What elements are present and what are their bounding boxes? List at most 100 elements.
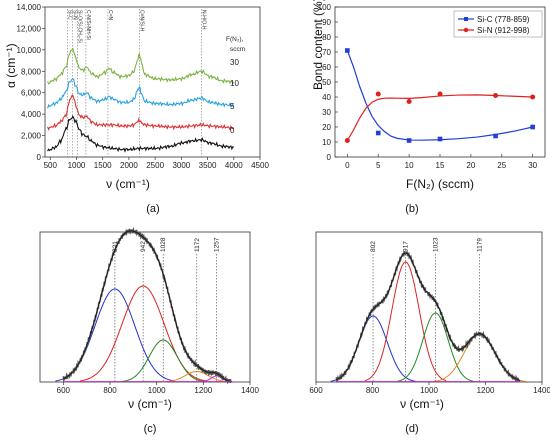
panel-a-xtick-label: 2500 [146,161,164,170]
panel-a-series-label: 10 [230,79,239,88]
panel-a-ytick-label: 0 [37,153,42,162]
panel-b-xtick-label: 0 [345,161,350,170]
deconv-component [364,261,447,382]
panel-a-series-line [47,47,235,85]
panel-b-point-circle [493,93,499,98]
panel-b-ytick-label: 80 [322,33,331,42]
panel-b-ytick-label: 40 [322,93,331,102]
panel-b-xtick-label: 20 [466,161,475,170]
panel-a-ytick-label: 4,000 [21,110,42,119]
panel-b-ytick-label: 0 [327,153,332,162]
panel-b-ytick-label: 70 [322,48,331,57]
deconv-xtick-label: 1400 [533,386,550,395]
panel-b-legend-marker [463,27,469,33]
panel-b-xtick-label: 10 [405,161,414,170]
panel-b-xtick-label: 5 [376,161,381,170]
panel-c-tag: (c) [144,423,157,435]
panel-d-tag: (d) [405,423,418,435]
deconv-fit [336,252,521,381]
panel-b-ytick-label: 100 [318,3,332,12]
panel-a-ytick-label: 14,000 [17,3,42,12]
panel-b-ylabel: Bond content (%) [311,0,325,90]
deconv-xtick-label: 1000 [148,386,166,395]
panel-b-point-square [406,138,412,143]
panel-a-xtick-label: 4000 [225,161,243,170]
panel-a: Si-CSi-N Si-O/Si-CH₂-Si C-N/Si-NH-Si C=N C≡N… [4,3,269,215]
deconv-xtick-label: 800 [103,386,117,395]
deconv-fit [63,230,232,383]
panel-a-peak-label: Si-O/Si-CH₂-Si [77,10,83,43]
panel-a-ytick-label: 2,000 [21,132,42,141]
panel-a-xtick-label: 3500 [199,161,217,170]
panel-b-legend-marker [464,17,468,21]
panel-b-ytick-label: 50 [322,78,331,87]
panel-a-series-label: 0 [230,126,235,135]
panel-b-point-square [345,48,350,53]
panel-a-peak-label: Si-N [71,10,77,20]
panel-a-series-label: 5 [230,102,235,111]
panel-a-peak-label: C≡N/Si-H [138,10,144,32]
deconv-component [121,339,206,383]
panel-b-legend-box [453,10,543,38]
panel-b-xtick-label: 25 [497,161,506,170]
panel-b-legend-label: Si-N (912-998) [477,26,530,35]
panel-a-xtick-label: 1500 [94,161,112,170]
panel-b-point-square [530,124,535,130]
panel-b-xlabel: F(N₂) (sccm) [406,177,474,191]
deconv-peak-label: 802 [370,241,377,252]
panel-b-ytick-label: 20 [322,123,331,132]
panel-a-legend-title: F(N₂), [226,36,244,43]
panel-c-xlabel: ν (cm⁻¹) [128,397,172,411]
panel-b-fit-curve [346,94,533,141]
panel-b-ytick-label: 60 [322,63,331,72]
panel-b-ytick-label: 30 [322,108,331,117]
panel-a-ylabel: α (cm⁻¹) [4,43,18,88]
deconv-component [397,312,474,382]
panel-a-tag: (a) [146,203,159,215]
panel-a-xtick-label: 500 [44,161,58,170]
panel-d-frame [315,231,543,383]
panel-b-xtick-label: 15 [436,161,445,170]
panel-b-point-square [375,130,381,136]
deconv-peak-label: 1172 [194,238,201,252]
panel-a-series-label: 30 [230,58,239,67]
panel-a-ytick-label: 10,000 [17,46,42,55]
panel-a-xtick-label: 3000 [172,161,190,170]
panel-b-tag: (b) [405,203,418,215]
panel-a-ytick-label: 8,000 [21,67,42,76]
panel-b-point-circle [437,91,443,97]
deconv-xtick-label: 600 [57,386,71,395]
panel-a-legend-title-unit: sccm [230,46,245,53]
panel-a-xlabel: ν (cm⁻¹) [106,177,150,191]
panel-b-point-square [493,133,498,139]
panel-b-legend-label: Si-C (778-859) [477,15,530,24]
panel-d: 600 800 1000 1200 1400 802 917 1023 1179 ν (cm⁻… [309,231,550,435]
deconv-data [335,249,521,383]
panel-b: 0 5 10 15 20 25 30 0 10 20 30 40 50 60 70 80 90 100 Si-C … [311,0,546,215]
panel-a-peak-label: C=N [107,10,113,21]
deconv-peak-label: 1023 [432,237,439,252]
deconv-peak-label: 1028 [160,237,167,252]
panel-a-xtick-label: 4500 [251,161,269,170]
deconv-xtick-label: 1000 [420,386,438,395]
panel-b-ytick-label: 90 [322,18,331,27]
panel-a-series-line [47,94,235,131]
panel-a-ytick-label: 6,000 [21,89,42,98]
panel-d-xlabel: ν (cm⁻¹) [400,397,444,411]
panel-b-point-circle [406,99,412,104]
panel-b-ytick-label: 10 [322,138,331,147]
panel-a-series-line [47,114,235,153]
panel-a-peak-label: N-H/O-H [200,10,206,30]
deconv-xtick-label: 1200 [477,386,495,395]
panel-a-series-line [47,77,235,109]
panel-a-ytick-label: 12,000 [17,24,42,33]
panel-a-peak-label: Si-C [67,10,73,20]
panel-c-frame [39,231,251,383]
panel-b-legend: Si-C (778-859) Si-N (912-998) [453,10,543,38]
deconv-xtick-label: 1400 [241,386,259,395]
panel-b-xtick-label: 30 [528,161,537,170]
deconv-peak-label: 917 [403,241,410,252]
panel-b-fit-curve [346,50,533,141]
panel-a-frame [44,6,261,158]
